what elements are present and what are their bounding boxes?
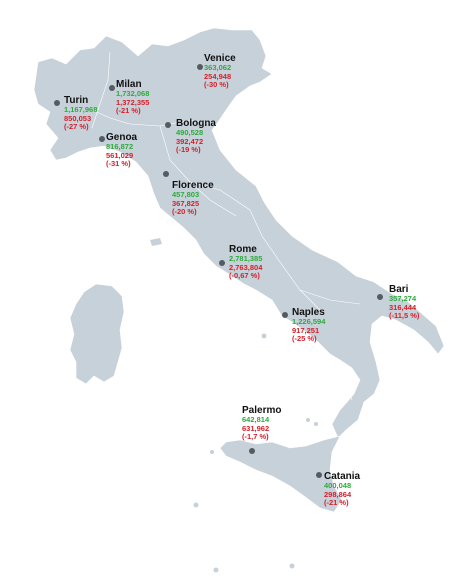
value-2: 254,948 xyxy=(204,71,232,81)
bologna-label: Bologna 490,528 392,472 (-19 %) xyxy=(176,118,216,154)
city-name: Milan xyxy=(116,79,142,90)
sardinia xyxy=(69,283,125,385)
catania-dot[interactable] xyxy=(316,472,322,478)
sicily xyxy=(219,435,343,513)
bari-dot[interactable] xyxy=(377,294,383,300)
change: (-0,67 %) xyxy=(229,270,260,280)
value-1: 457,803 xyxy=(172,190,200,200)
change: (-31 %) xyxy=(106,158,131,168)
city-name: Palermo xyxy=(242,405,282,416)
value-1: 1,167,968 xyxy=(64,105,98,115)
change: (-20 %) xyxy=(172,206,197,216)
milan-label: Milan 1,732,068 1,372,355 (-21 %) xyxy=(116,79,149,115)
value-1: 1,226,594 xyxy=(292,317,326,327)
palermo-label: Palermo 642,814 631,962 (-1,7 %) xyxy=(242,405,281,441)
genoa-label: Genoa 816,872 561,029 (-31 %) xyxy=(106,132,137,168)
venice-dot[interactable] xyxy=(197,64,203,70)
aeolian-island xyxy=(306,418,310,422)
naples-dot[interactable] xyxy=(282,312,288,318)
value-1: 642,814 xyxy=(242,415,270,425)
change: (-1,7 %) xyxy=(242,431,269,441)
florence-dot[interactable] xyxy=(163,171,169,177)
value-1: 1,732,068 xyxy=(116,89,150,99)
value-2: 316,444 xyxy=(389,302,417,312)
value-1: 816,872 xyxy=(106,142,134,152)
lampedusa-island xyxy=(213,567,219,573)
value-1: 357,274 xyxy=(389,294,417,304)
italy-mainland xyxy=(33,27,445,439)
ischia-island xyxy=(261,333,267,339)
value-2: 367,825 xyxy=(172,198,200,208)
value-2: 392,472 xyxy=(176,136,204,146)
egadi-island xyxy=(210,450,214,454)
city-name: Turin xyxy=(64,95,89,106)
bari-label: Bari 357,274 316,444 (-11,5 %) xyxy=(389,284,419,320)
catania-label: Catania 400,048 298,864 (-21 %) xyxy=(324,471,360,507)
change: (-27 %) xyxy=(64,121,89,131)
change: (-11,5 %) xyxy=(389,310,420,320)
malta-island xyxy=(289,563,295,569)
value-1: 2,781,385 xyxy=(229,254,263,264)
city-name: Florence xyxy=(172,180,214,191)
change: (-19 %) xyxy=(176,144,201,154)
value-2: 2,763,804 xyxy=(229,262,263,272)
city-name: Venice xyxy=(204,53,236,64)
value-2: 631,962 xyxy=(242,423,270,433)
value-2: 1,372,355 xyxy=(116,97,150,107)
change: (-21 %) xyxy=(116,105,141,115)
value-1: 490,528 xyxy=(176,128,204,138)
rome-label: Rome 2,781,385 2,763,804 (-0,67 %) xyxy=(229,244,262,280)
palermo-dot[interactable] xyxy=(249,448,255,454)
florence-label: Florence 457,803 367,825 (-20 %) xyxy=(172,180,214,216)
region-borders xyxy=(91,51,361,401)
genoa-dot[interactable] xyxy=(99,136,105,142)
city-name: Catania xyxy=(324,471,361,482)
change: (-30 %) xyxy=(204,79,229,89)
pantelleria-island xyxy=(193,502,199,508)
value-1: 400,048 xyxy=(324,481,352,491)
bologna-dot[interactable] xyxy=(165,122,171,128)
rome-dot[interactable] xyxy=(219,260,225,266)
change: (-25 %) xyxy=(292,333,317,343)
city-name: Rome xyxy=(229,244,257,255)
city-name: Bologna xyxy=(176,118,216,129)
city-name: Naples xyxy=(292,307,325,318)
value-2: 850,053 xyxy=(64,113,92,123)
city-name: Genoa xyxy=(106,132,138,143)
value-2: 917,251 xyxy=(292,325,320,335)
turin-label: Turin 1,167,968 850,053 (-27 %) xyxy=(64,95,97,131)
turin-dot[interactable] xyxy=(54,100,60,106)
value-2: 561,029 xyxy=(106,150,134,160)
naples-label: Naples 1,226,594 917,251 (-25 %) xyxy=(292,307,325,343)
milan-dot[interactable] xyxy=(109,85,115,91)
aeolian-island xyxy=(314,422,318,426)
venice-label: Venice 363,062 254,948 (-30 %) xyxy=(204,53,236,89)
change: (-21 %) xyxy=(324,497,349,507)
value-1: 363,062 xyxy=(204,63,232,73)
elba xyxy=(150,238,162,246)
city-name: Bari xyxy=(389,284,409,295)
value-2: 298,864 xyxy=(324,489,352,499)
